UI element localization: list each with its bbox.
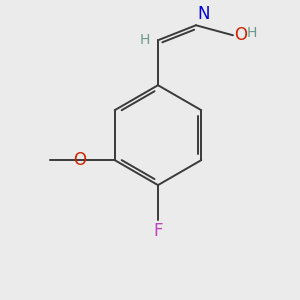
Text: O: O <box>234 26 247 44</box>
Text: H: H <box>140 33 150 47</box>
Text: F: F <box>153 222 163 240</box>
Text: N: N <box>197 5 209 23</box>
Text: O: O <box>73 151 86 169</box>
Text: H: H <box>247 26 257 40</box>
